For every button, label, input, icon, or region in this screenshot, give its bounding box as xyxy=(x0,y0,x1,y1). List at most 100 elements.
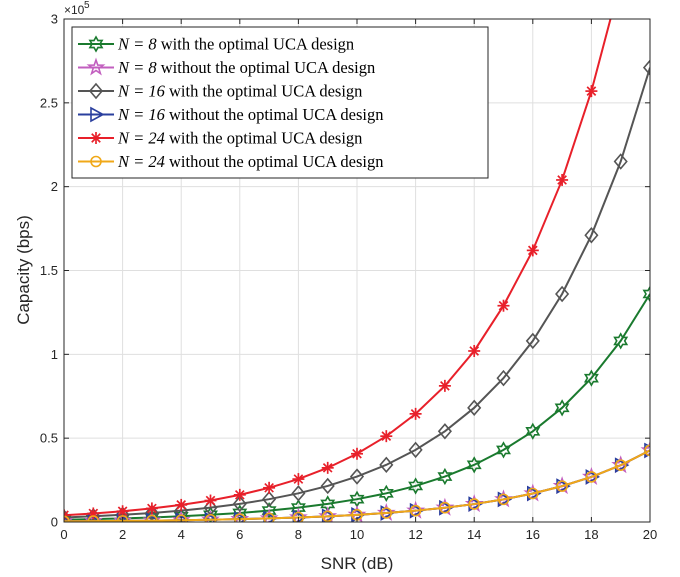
data-point xyxy=(262,490,277,508)
data-point xyxy=(146,514,158,522)
legend-item: N = 24 with the optimal UCA design xyxy=(78,129,362,148)
series-line xyxy=(64,449,650,522)
series-line xyxy=(64,67,650,519)
legend-label: N = 8 without the optimal UCA design xyxy=(117,58,375,77)
data-point xyxy=(234,513,246,522)
data-point xyxy=(467,399,482,417)
data-point xyxy=(496,441,511,459)
data-point xyxy=(526,487,539,500)
data-point xyxy=(175,514,187,522)
data-point xyxy=(526,244,539,257)
legend-item: N = 8 with the optimal UCA design xyxy=(78,35,354,54)
data-point xyxy=(525,332,540,350)
data-point xyxy=(642,59,650,76)
x-tick-label: 0 xyxy=(60,527,67,542)
axes: 0 2 4 6 8 10 12 14 16 18 20 0 0.5 1 1.5 2 2.5 3 xyxy=(40,12,657,543)
data-point xyxy=(349,468,365,485)
x-tick-label: 20 xyxy=(643,527,657,542)
data-point xyxy=(554,399,570,417)
legend-item: N = 8 without the optimal UCA design xyxy=(78,57,375,77)
data-point xyxy=(438,379,451,392)
data-point xyxy=(409,504,422,517)
data-point xyxy=(466,456,482,474)
legend-label-math: N = 16 xyxy=(117,105,166,124)
data-point xyxy=(556,480,568,492)
data-point xyxy=(320,477,335,495)
data-point xyxy=(583,369,599,387)
y-exponent: ×10 5 xyxy=(64,0,90,17)
series-5 xyxy=(64,444,650,522)
legend-label-text: without the optimal UCA design xyxy=(157,58,376,77)
data-point xyxy=(408,441,423,459)
data-point xyxy=(64,515,70,522)
series-4 xyxy=(64,19,612,522)
data-point xyxy=(408,477,424,495)
data-point xyxy=(173,507,189,522)
legend-item: N = 16 with the optimal UCA design xyxy=(78,82,362,101)
legend-label-math: N = 8 xyxy=(117,35,157,54)
x-tick-label: 18 xyxy=(584,527,598,542)
data-point xyxy=(497,299,510,312)
data-point xyxy=(613,153,628,170)
y-exponent-base: ×10 xyxy=(64,3,85,17)
legend-label-text: without the optimal UCA design xyxy=(165,152,384,171)
legend-label: N = 8 with the optimal UCA design xyxy=(117,35,354,54)
y-tick-label: 2.5 xyxy=(40,95,58,110)
data-point xyxy=(379,456,394,474)
y-exponent-power: 5 xyxy=(84,0,90,11)
data-point xyxy=(439,501,451,514)
legend-label: N = 24 with the optimal UCA design xyxy=(117,129,362,148)
data-point xyxy=(232,495,247,513)
data-point xyxy=(378,484,394,502)
data-point xyxy=(204,513,217,522)
data-point xyxy=(380,507,393,519)
legend-label: N = 16 without the optimal UCA design xyxy=(117,105,384,124)
legend-marker xyxy=(90,106,105,123)
legend-marker xyxy=(88,82,104,100)
y-tick-label: 1.5 xyxy=(40,263,58,278)
legend-label-math: N = 8 xyxy=(117,58,157,77)
y-tick-label: 1 xyxy=(51,347,58,362)
data-point xyxy=(437,423,452,440)
data-point xyxy=(409,407,422,420)
data-point xyxy=(584,227,599,244)
data-point xyxy=(263,481,276,494)
data-point xyxy=(525,422,541,440)
x-tick-label: 10 xyxy=(350,527,364,542)
data-point xyxy=(292,473,305,486)
legend-label-text: without the optimal UCA design xyxy=(165,105,384,124)
data-point xyxy=(116,515,129,522)
x-tick-label: 2 xyxy=(119,527,126,542)
legend-item: N = 24 without the optimal UCA design xyxy=(78,152,384,171)
series-layer xyxy=(64,19,650,522)
y-axis-label: Capacity (bps) xyxy=(14,215,33,325)
data-point xyxy=(497,493,510,506)
data-point xyxy=(233,488,246,501)
data-point xyxy=(380,430,393,443)
legend-marker xyxy=(90,155,102,168)
x-tick-label: 6 xyxy=(236,527,243,542)
series-line xyxy=(64,293,650,521)
legend-label-text: with the optimal UCA design xyxy=(165,82,363,101)
legend-label: N = 24 without the optimal UCA design xyxy=(117,152,384,171)
y-tick-label: 0 xyxy=(51,515,58,530)
data-point xyxy=(437,467,453,486)
x-tick-label: 8 xyxy=(295,527,302,542)
data-point xyxy=(204,494,217,507)
data-point xyxy=(585,85,598,98)
data-point xyxy=(613,332,629,350)
data-point xyxy=(642,285,650,303)
data-point xyxy=(291,485,306,502)
data-point xyxy=(585,471,598,483)
legend-marker xyxy=(90,132,102,144)
data-point xyxy=(321,510,334,522)
data-point xyxy=(175,498,188,511)
x-tick-label: 4 xyxy=(178,527,185,542)
x-tick-label: 16 xyxy=(526,527,540,542)
data-point xyxy=(644,444,650,457)
data-point xyxy=(614,459,627,471)
legend-label-math: N = 16 xyxy=(117,82,166,101)
legend-label-text: with the optimal UCA design xyxy=(165,129,363,148)
x-tick-label: 12 xyxy=(408,527,422,542)
